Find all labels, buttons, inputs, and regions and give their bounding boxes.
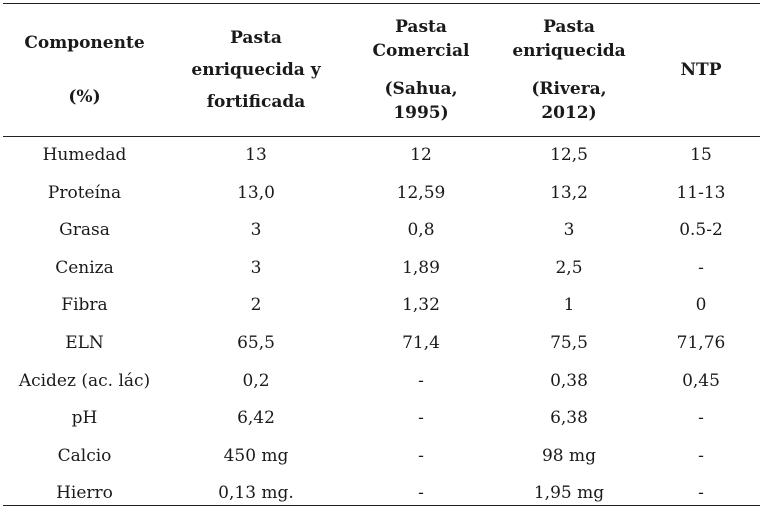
table-cell: -: [698, 483, 704, 504]
header-line: (%): [68, 86, 101, 107]
header-line: enriquecida y: [191, 59, 321, 80]
table-cell: Ceniza: [55, 257, 114, 278]
table-cell: 75,5: [550, 332, 588, 353]
table-cell: 13,2: [550, 182, 588, 203]
header-line: fortificada: [206, 91, 306, 112]
header-line: Pasta: [395, 16, 447, 37]
table-cell: 0,8: [407, 220, 435, 241]
table-cell: 0,13 mg.: [218, 483, 294, 504]
header-line: Componente: [24, 32, 145, 53]
table-cell: -: [418, 408, 424, 429]
table-cell: 2,5: [555, 257, 583, 278]
table-cell: ELN: [65, 332, 104, 353]
table-row: Acidez (ac. lác) 0,2 - 0,38 0,45: [0, 363, 763, 401]
table-cell: Fibra: [61, 295, 108, 316]
table-cell: 0,38: [550, 370, 588, 391]
table-row: pH 6,42 - 6,38 -: [0, 400, 763, 438]
table-row: Grasa 3 0,8 3 0.5-2: [0, 212, 763, 250]
header-line: Pasta: [543, 16, 595, 37]
table-cell: -: [418, 370, 424, 391]
table-cell: pH: [71, 408, 98, 429]
table-cell: Hierro: [56, 483, 113, 504]
table-cell: 98 mg: [541, 445, 597, 466]
header-pasta-comercial: Pasta Comercial (Sahua, 1995): [346, 4, 496, 135]
table-cell: 71,76: [676, 332, 726, 353]
table-cell: Proteína: [47, 182, 122, 203]
table-cell: 15: [690, 145, 712, 165]
header-line: enriquecida: [512, 40, 626, 61]
header-line: 1995): [393, 102, 449, 123]
table-cell: 11-13: [676, 182, 726, 203]
table-row: Fibra 2 1,32 1 0: [0, 287, 763, 325]
table-cell: 0: [695, 295, 707, 316]
table-cell: 3: [250, 220, 262, 241]
table-cell: 12: [410, 145, 432, 165]
table-cell: 450 mg: [223, 445, 289, 466]
table-row: Humedad 13 12 12,5 15: [0, 137, 763, 175]
table-cell: 13,0: [237, 182, 275, 203]
header-line: (Rivera,: [531, 78, 607, 99]
table-body: Humedad 13 12 12,5 15 Proteína 13,0 12,5…: [0, 137, 763, 513]
table-row: Proteína 13,0 12,59 13,2 11-13: [0, 175, 763, 213]
table-cell: 3: [563, 220, 575, 241]
table-top-rule: [3, 3, 760, 4]
header-line: Pasta: [230, 27, 282, 48]
header-line: NTP: [680, 59, 722, 80]
table-cell: -: [418, 445, 424, 466]
table-cell: 0.5-2: [679, 220, 723, 241]
table-cell: 12,59: [396, 182, 446, 203]
table-cell: Grasa: [59, 220, 110, 241]
table-cell: 1,32: [402, 295, 440, 316]
table-cell: 71,4: [402, 332, 440, 353]
header-pasta-enriquecida-rivera: Pasta enriquecida (Rivera, 2012): [496, 4, 642, 135]
table-row: ELN 65,5 71,4 75,5 71,76: [0, 325, 763, 363]
table-header-rule: [3, 136, 760, 137]
table-cell: 12,5: [550, 145, 588, 165]
table-row: Calcio 450 mg - 98 mg -: [0, 438, 763, 476]
header-pasta-enriquecida-fortificada: Pasta enriquecida y fortificada: [166, 4, 346, 135]
table-cell: 0,45: [682, 370, 720, 391]
header-line: (Sahua,: [384, 78, 458, 99]
table-cell: -: [698, 445, 704, 466]
table-cell: 2: [250, 295, 262, 316]
table-row: Ceniza 3 1,89 2,5 -: [0, 250, 763, 288]
table-cell: 6,42: [237, 408, 275, 429]
header-line: 2012): [541, 102, 597, 123]
table-cell: -: [698, 408, 704, 429]
table-cell: 6,38: [550, 408, 588, 429]
header-ntp: NTP: [642, 4, 760, 135]
table-row: Hierro 0,13 mg. - 1,95 mg -: [0, 475, 763, 513]
table-cell: Calcio: [57, 445, 112, 466]
table-cell: -: [418, 483, 424, 504]
table-cell: 3: [250, 257, 262, 278]
table-cell: 13: [245, 145, 267, 165]
table-cell: Humedad: [42, 145, 127, 165]
header-componente: Componente (%): [3, 4, 166, 135]
table-bottom-rule: [3, 505, 760, 506]
table-cell: Acidez (ac. lác): [18, 370, 151, 391]
header-line: Comercial: [372, 40, 470, 61]
table-cell: 1: [563, 295, 575, 316]
table-cell: 1,95 mg: [533, 483, 605, 504]
table-cell: 0,2: [242, 370, 270, 391]
table-cell: -: [698, 257, 704, 278]
table-cell: 65,5: [237, 332, 275, 353]
table-cell: 1,89: [402, 257, 440, 278]
